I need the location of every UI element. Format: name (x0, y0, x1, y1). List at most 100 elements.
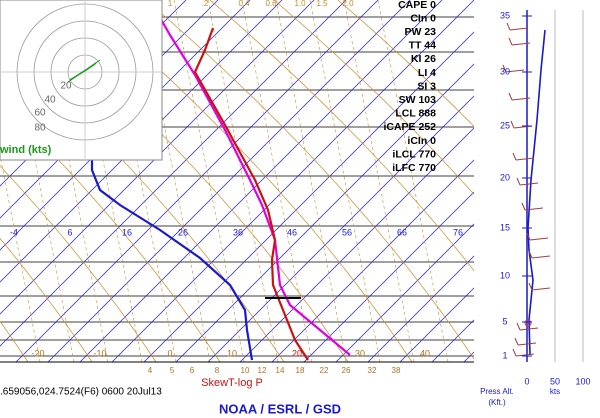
mixing-ratio-line (309, 0, 381, 363)
index: CIn 0 (410, 12, 436, 24)
mixing-ratio-top: 1.0 (294, 0, 306, 8)
footer-title: SkewT-log P (201, 377, 263, 389)
index: SW 103 (399, 94, 437, 106)
temperature-label: 40 (420, 348, 430, 358)
temperature-label: -20 (31, 348, 44, 358)
mixing-ratio-top: 0.4 (238, 0, 250, 8)
temperature-label: 0 (167, 348, 172, 358)
altitude-label: 35 (500, 10, 510, 20)
barb (519, 182, 539, 186)
press-alt: Press Alt. (480, 387, 514, 396)
temperature-label: 10 (227, 348, 237, 358)
mixing-ratio-top: .2 (202, 0, 209, 8)
index: iCIn 0 (407, 135, 436, 147)
barb (531, 255, 551, 259)
barb (515, 353, 535, 357)
barb (524, 207, 544, 211)
barb (511, 97, 531, 101)
mixing-ratio-bottom: 38 (392, 366, 401, 375)
barb-flag (506, 22, 511, 31)
barb (531, 287, 551, 291)
hodo-ring-label: 60 (34, 108, 46, 119)
mixing-ratio-bottom: 26 (342, 366, 351, 375)
mixing-ratio-line (207, 0, 279, 363)
altitude-label: 15 (500, 222, 510, 232)
mixing-ratio-line (275, 0, 347, 363)
barb-flag (508, 92, 513, 101)
temperature-label: 30 (355, 348, 365, 358)
dry-adiabat (0, 99, 221, 363)
barb-flag (516, 322, 521, 331)
barb-flag (514, 337, 519, 346)
altitude-label: 20 (500, 172, 510, 182)
altitude-label: 25 (500, 120, 510, 130)
isotherm (0, 0, 251, 251)
mixing-ratio-bottom: 14 (276, 366, 285, 375)
mixing-ratio-bottom: 18 (296, 366, 305, 375)
hodo-label: wind (kts) (0, 144, 52, 156)
index: TT 44 (409, 40, 437, 52)
mixing-ratio-top: 0.6 (265, 0, 277, 8)
barb (509, 27, 529, 31)
index: LCL 888 (395, 108, 436, 120)
footer-station: .659056,024.7524(F6) 0600 20Jul13 (0, 387, 162, 398)
wind-barbs (502, 22, 551, 357)
mixing-ratio-line (343, 0, 415, 363)
index: KI 26 (411, 53, 436, 65)
hodo-ring-label: 40 (44, 95, 56, 106)
isotherm (143, 0, 507, 363)
barb (519, 327, 539, 331)
mixing-ratio-line (173, 0, 245, 363)
hodo-ring-label: 20 (60, 81, 72, 92)
barb-flag (510, 120, 515, 129)
isotherm-label: 56 (342, 227, 352, 237)
isotherm (79, 0, 443, 363)
footer-org: NOAA / ESRL / GSD (219, 401, 341, 416)
barb-flag (508, 37, 513, 46)
temperature-label: -10 (93, 348, 106, 358)
temperature-label: 20 (292, 348, 302, 358)
mixing-ratio-bottom: 8 (215, 366, 220, 375)
isotherm-label: -4 (10, 227, 18, 237)
index: CAPE 0 (398, 0, 436, 11)
index: iCAPE 252 (383, 121, 436, 133)
isotherm-label: 6 (67, 227, 72, 237)
barb-flag (526, 232, 531, 241)
mixing-ratio-bottom: 12 (258, 366, 267, 375)
temperature-profile (193, 27, 309, 361)
isotherm-label: 76 (453, 227, 463, 237)
dry-adiabat (0, 237, 93, 363)
barb (517, 342, 537, 346)
index: PW 23 (404, 26, 436, 38)
surface-marker (524, 319, 532, 327)
mixing-ratio-bottom: 32 (368, 366, 377, 375)
altitude-label: 1 (502, 350, 507, 360)
dry-adiabat (145, 0, 477, 363)
isotherm (47, 0, 411, 363)
hodograph-box (0, 0, 163, 161)
isotherm-label: 16 (122, 227, 132, 237)
mixing-ratio-line (0, 153, 41, 363)
mixing-ratio-bottom: 10 (241, 366, 250, 375)
isotherm (0, 0, 283, 283)
barb (515, 157, 535, 161)
mixing-ratio-bottom: 6 (190, 366, 195, 375)
hodograph-arrow (67, 59, 101, 83)
barb-flag (521, 202, 526, 211)
barb-flag (512, 152, 517, 161)
altitude-label: 5 (502, 316, 507, 326)
barb (529, 237, 549, 241)
barb-flag (512, 348, 517, 357)
index: LI 4 (418, 67, 436, 79)
mixing-ratio-top: 1.5 (316, 0, 328, 8)
hodograph (0, 0, 162, 160)
barb (511, 42, 531, 46)
barb-flag (528, 250, 533, 259)
isotherm-label: 36 (233, 227, 243, 237)
isotherm-label: 26 (178, 227, 188, 237)
index: iLFC 770 (392, 162, 436, 174)
mixing-ratio-bottom: 4 (148, 366, 153, 375)
mixing-ratio-bottom: 22 (320, 366, 329, 375)
